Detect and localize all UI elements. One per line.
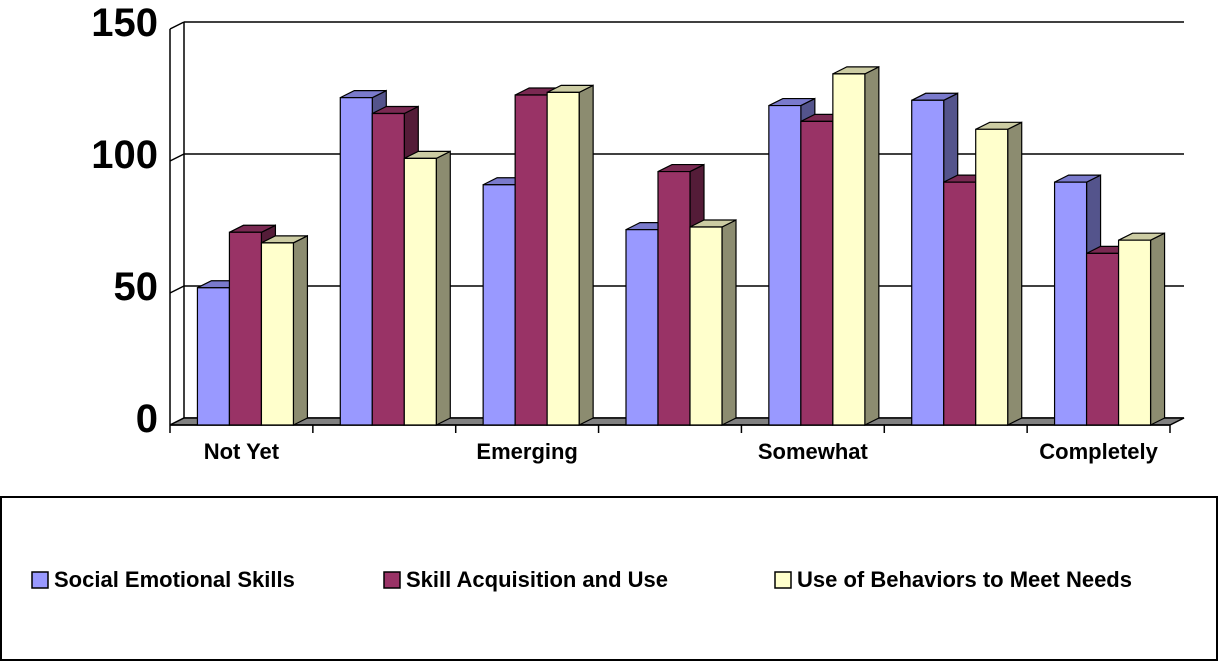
- x-tick-label: Somewhat: [758, 439, 869, 464]
- bar-front: [1085, 252, 1120, 426]
- x-tick-label: Completely: [1039, 439, 1158, 464]
- bar-side: [578, 84, 594, 426]
- y-tick-diag: [169, 153, 185, 162]
- bar: [832, 65, 880, 426]
- legend-label: Social Emotional Skills: [54, 567, 295, 592]
- bar-front: [228, 231, 263, 426]
- legend-swatch: [774, 571, 792, 589]
- bar-front: [339, 97, 373, 426]
- bar-side: [435, 150, 451, 426]
- bar-front: [832, 73, 866, 426]
- legend-swatch: [383, 571, 401, 589]
- bar-side: [1007, 121, 1023, 426]
- bar: [260, 234, 309, 426]
- bar-front: [943, 181, 977, 426]
- bar-front: [1117, 239, 1152, 426]
- x-tick-label: Emerging: [476, 439, 577, 464]
- bar: [403, 150, 451, 426]
- bar-side: [292, 234, 309, 426]
- bar-front: [371, 112, 405, 426]
- bar: [689, 219, 737, 426]
- bar: [546, 84, 594, 426]
- bar-front: [403, 157, 437, 426]
- y-tick-diag: [169, 21, 185, 30]
- y-tick-diag: [169, 285, 185, 294]
- bar-front: [800, 120, 834, 426]
- bar-front: [975, 128, 1009, 426]
- bar-front: [1053, 181, 1088, 426]
- bar-side: [721, 219, 737, 426]
- y-tick-label: 0: [136, 397, 158, 441]
- legend-label: Use of Behaviors to Meet Needs: [797, 567, 1132, 592]
- legend-box: [0, 496, 1218, 661]
- bar: [1117, 232, 1166, 426]
- bar-front: [625, 229, 659, 426]
- y-tick-label: 100: [91, 133, 158, 177]
- y-tick-label: 50: [114, 265, 159, 309]
- legend-swatch: [31, 571, 49, 589]
- bar-front: [768, 104, 802, 426]
- bar-front: [514, 94, 548, 426]
- bar-front: [196, 287, 231, 426]
- bar-side: [864, 65, 880, 426]
- bar-front: [260, 242, 295, 426]
- y-tick-label: 150: [91, 1, 158, 45]
- bar-front: [689, 226, 723, 426]
- bar: [975, 121, 1023, 426]
- bar-front: [482, 184, 516, 426]
- bar-front: [657, 170, 691, 426]
- bar-front: [911, 99, 945, 426]
- bar-side: [1149, 232, 1166, 426]
- x-tick-label: Not Yet: [204, 439, 280, 464]
- bar-front: [546, 91, 580, 426]
- legend-label: Skill Acquisition and Use: [406, 567, 668, 592]
